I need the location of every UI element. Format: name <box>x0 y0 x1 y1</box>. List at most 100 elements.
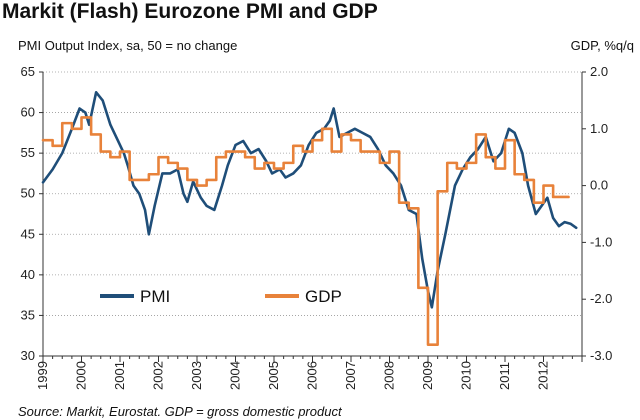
point-pmi-63 <box>477 148 479 150</box>
point-pmi-9 <box>109 123 112 126</box>
point-pmi-22 <box>186 200 189 203</box>
point-gdp-50 <box>523 179 526 181</box>
point-gdp-7 <box>109 156 112 159</box>
left-tick-label-3: 45 <box>21 226 35 241</box>
point-pmi-12 <box>126 164 129 167</box>
point-gdp-41 <box>436 190 439 193</box>
point-gdp-8 <box>119 150 121 153</box>
point-pmi-42 <box>328 119 331 122</box>
point-pmi-5 <box>84 111 87 114</box>
point-pmi-73 <box>546 196 549 199</box>
left-tick-label-1: 35 <box>21 307 35 322</box>
point-pmi-67 <box>507 127 510 130</box>
point-gdp-27 <box>301 150 304 153</box>
point-pmi-10 <box>117 140 119 142</box>
point-pmi-27 <box>221 184 223 187</box>
point-gdp-46 <box>484 156 487 159</box>
point-pmi-18 <box>161 172 164 175</box>
point-gdp-13 <box>167 161 170 164</box>
point-gdp-42 <box>446 161 449 164</box>
x-tick-label-2005: 2005 <box>266 361 281 390</box>
point-gdp-35 <box>378 161 381 164</box>
point-pmi-54 <box>415 213 418 215</box>
point-gdp-16 <box>196 184 198 187</box>
point-pmi-46 <box>353 127 356 130</box>
point-pmi-76 <box>563 221 566 224</box>
point-gdp-25 <box>282 161 285 164</box>
point-pmi-4 <box>78 107 81 110</box>
point-pmi-26 <box>213 209 216 211</box>
point-pmi-43 <box>332 107 335 110</box>
point-gdp-36 <box>388 150 391 153</box>
point-gdp-45 <box>475 133 478 136</box>
right-axis-label: GDP, %q/q <box>570 38 634 53</box>
point-pmi-48 <box>369 136 372 138</box>
left-tick-label-5: 55 <box>21 145 35 160</box>
point-gdp-38 <box>407 207 410 210</box>
x-tick-label-2009: 2009 <box>420 361 435 390</box>
point-gdp-52 <box>542 184 545 187</box>
right-tick-label-0: -3.0 <box>590 348 612 363</box>
point-pmi-40 <box>315 131 318 134</box>
point-pmi-78 <box>575 226 578 229</box>
x-tick-label-1999: 1999 <box>35 361 50 390</box>
point-pmi-8 <box>101 99 104 102</box>
point-pmi-32 <box>257 148 260 150</box>
point-pmi-2 <box>61 152 64 155</box>
point-gdp-17 <box>205 179 208 181</box>
point-gdp-14 <box>176 167 179 170</box>
x-tick-label-2011: 2011 <box>497 362 512 390</box>
chart-title: Markit (Flash) Eurozone PMI and GDP <box>2 0 378 23</box>
point-gdp-22 <box>253 167 256 170</box>
legend-label-pmi: PMI <box>140 287 170 306</box>
x-tick-label-2000: 2000 <box>74 361 89 390</box>
point-gdp-10 <box>138 179 141 181</box>
point-pmi-7 <box>95 91 98 94</box>
point-pmi-75 <box>558 225 560 228</box>
point-pmi-30 <box>242 140 245 142</box>
point-pmi-60 <box>454 184 456 187</box>
point-pmi-72 <box>540 204 543 207</box>
right-tick-label-4: 1.0 <box>590 121 608 136</box>
point-pmi-55 <box>421 257 424 260</box>
point-gdp-53 <box>552 196 555 198</box>
right-tick-label-2: -1.0 <box>590 234 612 249</box>
point-gdp-51 <box>532 201 535 204</box>
left-tick-label-6: 60 <box>21 105 35 120</box>
point-pmi-1 <box>51 168 54 171</box>
x-tick-label-2004: 2004 <box>228 361 243 390</box>
point-pmi-17 <box>153 204 156 207</box>
left-axis-label: PMI Output Index, sa, 50 = no change <box>18 38 238 53</box>
x-tick-label-2006: 2006 <box>305 361 320 390</box>
point-pmi-15 <box>144 209 146 211</box>
point-gdp-37 <box>398 201 401 204</box>
point-gdp-18 <box>215 156 218 159</box>
point-pmi-38 <box>300 164 302 167</box>
point-gdp-34 <box>369 150 372 153</box>
source-note: Source: Markit, Eurostat. GDP = gross do… <box>18 404 342 419</box>
point-pmi-13 <box>132 184 135 187</box>
point-gdp-28 <box>311 139 314 142</box>
point-gdp-44 <box>465 161 468 164</box>
x-tick-label-2007: 2007 <box>343 361 358 390</box>
point-gdp-32 <box>350 139 352 142</box>
point-gdp-4 <box>80 116 83 119</box>
point-pmi-68 <box>513 131 516 134</box>
x-tick-label-2003: 2003 <box>189 361 204 390</box>
point-gdp-20 <box>234 150 237 153</box>
point-pmi-19 <box>169 172 171 175</box>
series-line-gdp <box>41 116 570 346</box>
point-pmi-57 <box>430 306 433 309</box>
point-gdp-3 <box>70 127 73 130</box>
point-pmi-59 <box>444 233 447 236</box>
point-pmi-28 <box>226 164 229 167</box>
legend-label-gdp: GDP <box>305 287 342 306</box>
point-gdp-29 <box>321 127 324 130</box>
point-pmi-6 <box>88 123 91 126</box>
left-tick-label-7: 65 <box>21 64 35 79</box>
point-gdp-2 <box>61 122 64 125</box>
point-pmi-34 <box>271 172 273 175</box>
left-tick-label-4: 50 <box>21 186 35 201</box>
point-pmi-44 <box>338 136 341 138</box>
